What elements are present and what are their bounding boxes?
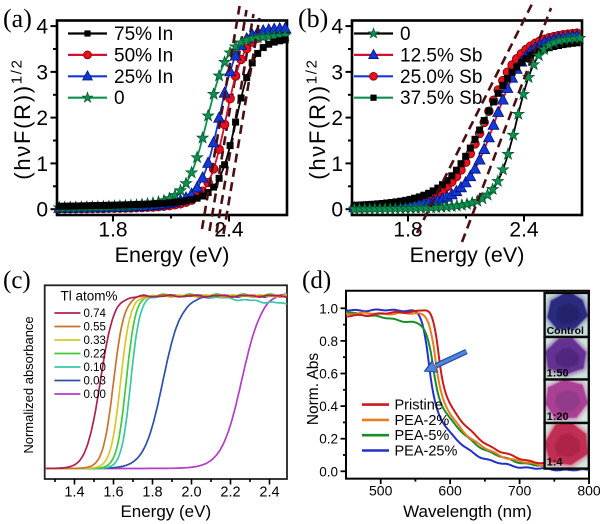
svg-text:Energy (eV): Energy (eV) <box>120 502 211 521</box>
svg-text:37.5% Sb: 37.5% Sb <box>400 88 482 109</box>
svg-text:Norm. Abs: Norm. Abs <box>305 353 322 426</box>
svg-text:PEA-5%: PEA-5% <box>395 428 450 444</box>
svg-text:600: 600 <box>438 483 462 499</box>
svg-text:2: 2 <box>36 107 48 130</box>
svg-text:4: 4 <box>331 16 343 39</box>
svg-text:0.33: 0.33 <box>84 335 106 347</box>
svg-text:0.74: 0.74 <box>84 308 107 320</box>
svg-text:1.6: 1.6 <box>103 485 123 501</box>
svg-text:1:20: 1:20 <box>547 411 569 423</box>
svg-text:2.4: 2.4 <box>214 219 244 242</box>
svg-text:2.4: 2.4 <box>509 219 539 242</box>
svg-text:3: 3 <box>36 61 48 84</box>
svg-text:0.00: 0.00 <box>84 389 106 401</box>
svg-text:PEA-2%: PEA-2% <box>395 413 450 429</box>
svg-text:(c): (c) <box>3 267 31 294</box>
svg-text:Energy (eV): Energy (eV) <box>115 243 230 267</box>
svg-text:1.4: 1.4 <box>64 485 84 501</box>
svg-text:800: 800 <box>577 483 600 499</box>
svg-text:PEA-25%: PEA-25% <box>395 444 458 460</box>
svg-text:0.10: 0.10 <box>84 362 106 374</box>
svg-text:0.4: 0.4 <box>319 399 338 414</box>
svg-text:(hνF(R))1/2: (hνF(R))1/2 <box>9 58 36 179</box>
svg-text:25% In: 25% In <box>114 67 173 88</box>
svg-text:Control: Control <box>547 325 584 337</box>
svg-text:4: 4 <box>36 16 48 39</box>
svg-text:0.2: 0.2 <box>319 432 338 447</box>
svg-text:1.8: 1.8 <box>98 219 127 242</box>
svg-text:1:4: 1:4 <box>547 457 564 469</box>
svg-text:3: 3 <box>331 61 343 84</box>
svg-text:0.03: 0.03 <box>84 376 106 388</box>
svg-text:25.0% Sb: 25.0% Sb <box>400 67 482 88</box>
svg-text:0.55: 0.55 <box>84 322 106 334</box>
svg-text:700: 700 <box>508 483 532 499</box>
svg-text:2.4: 2.4 <box>259 485 279 501</box>
svg-text:2.0: 2.0 <box>181 485 201 501</box>
svg-text:(a): (a) <box>3 4 32 33</box>
svg-text:0: 0 <box>400 24 411 45</box>
svg-text:Energy (eV): Energy (eV) <box>410 243 525 267</box>
svg-text:500: 500 <box>369 483 393 499</box>
svg-text:Pristine: Pristine <box>395 398 443 414</box>
svg-text:0.22: 0.22 <box>84 349 106 361</box>
svg-text:0: 0 <box>114 88 125 109</box>
svg-text:0.0: 0.0 <box>319 464 338 479</box>
svg-text:2: 2 <box>331 107 343 130</box>
svg-text:Wavelength (nm): Wavelength (nm) <box>403 502 532 521</box>
svg-text:1.8: 1.8 <box>142 485 162 501</box>
svg-text:(b): (b) <box>298 4 328 33</box>
svg-text:Tl atom%: Tl atom% <box>61 289 118 304</box>
svg-text:12.5% Sb: 12.5% Sb <box>400 45 482 66</box>
svg-text:1: 1 <box>36 153 48 176</box>
svg-text:0.8: 0.8 <box>319 334 338 349</box>
svg-text:1:50: 1:50 <box>547 368 569 380</box>
svg-text:1.0: 1.0 <box>319 301 338 316</box>
svg-text:0: 0 <box>36 199 48 222</box>
svg-text:50% In: 50% In <box>114 45 173 66</box>
svg-text:1: 1 <box>331 153 343 176</box>
svg-text:0: 0 <box>331 199 343 222</box>
svg-text:75% In: 75% In <box>114 24 173 45</box>
svg-text:Normalized absorbance: Normalized absorbance <box>21 316 36 453</box>
svg-text:1.8: 1.8 <box>393 219 422 242</box>
svg-text:0.6: 0.6 <box>319 367 338 382</box>
svg-text:2.2: 2.2 <box>220 485 240 501</box>
svg-text:(d): (d) <box>302 267 331 294</box>
